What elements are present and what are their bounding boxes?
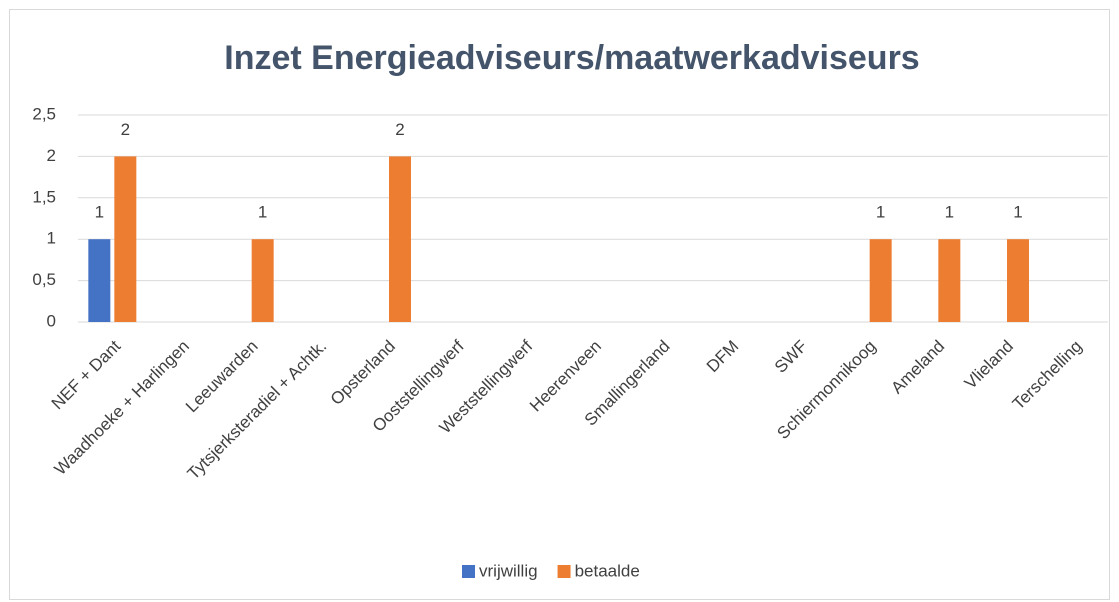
legend-label: vrijwillig xyxy=(479,561,538,580)
bar xyxy=(114,156,137,322)
chart-title: Inzet Energieadviseurs/maatwerkadviseurs xyxy=(224,39,919,77)
data-label: 2 xyxy=(395,120,404,139)
y-tick-label: 2,5 xyxy=(32,104,56,123)
legend-label: betaalde xyxy=(575,561,640,580)
y-tick-label: 1,5 xyxy=(32,187,56,206)
data-label: 1 xyxy=(1013,203,1022,222)
bar xyxy=(869,239,892,322)
data-label: 1 xyxy=(876,203,885,222)
bar xyxy=(389,156,411,322)
y-tick-label: 0,5 xyxy=(32,270,56,289)
data-label: 2 xyxy=(121,120,130,139)
bar xyxy=(1007,239,1029,322)
bar xyxy=(88,239,111,322)
bar xyxy=(938,239,961,322)
data-label: 1 xyxy=(258,203,267,222)
legend-swatch xyxy=(462,565,475,578)
y-tick-label: 1 xyxy=(47,229,56,248)
y-tick-label: 0 xyxy=(47,311,56,330)
data-label: 1 xyxy=(95,203,104,222)
bar xyxy=(251,239,274,322)
y-tick-label: 2 xyxy=(47,146,56,165)
chart-border xyxy=(9,9,1110,600)
data-label: 1 xyxy=(945,203,954,222)
legend-swatch xyxy=(557,565,571,578)
